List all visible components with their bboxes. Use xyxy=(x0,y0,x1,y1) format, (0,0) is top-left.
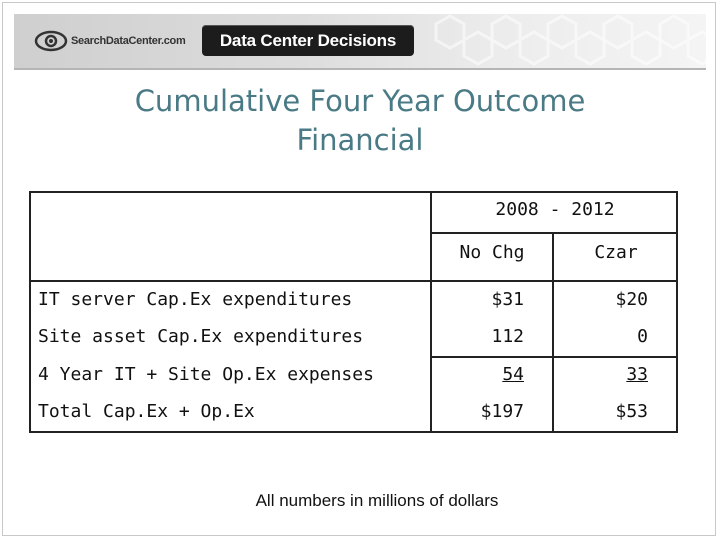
footnote: All numbers in millions of dollars xyxy=(255,491,499,510)
period-header: 2008 - 2012 xyxy=(495,199,615,220)
cell-czar-total: $53 xyxy=(615,401,648,422)
column-header-czar: Czar xyxy=(594,242,638,263)
table-border xyxy=(29,191,678,433)
cell-czar-opex: 33 xyxy=(626,364,648,385)
cell-no-chg-opex: 54 xyxy=(502,364,524,385)
header-banner: SearchDataCenter.com Data Center Decisio… xyxy=(14,14,706,70)
column-header-no-chg: No Chg xyxy=(459,242,525,263)
slide-title: Cumulative Four Year Outcome Financial xyxy=(60,82,660,160)
cell-no-chg-total: $197 xyxy=(480,401,524,422)
cell-czar-site-asset-capex: 0 xyxy=(637,326,648,347)
table-divider-label xyxy=(430,191,432,433)
brand-badge: Data Center Decisions xyxy=(202,25,414,56)
site-logo-text: SearchDataCenter.com xyxy=(71,35,186,47)
row-label-opex: 4 Year IT + Site Op.Ex expenses xyxy=(38,364,374,385)
site-logo: SearchDataCenter.com xyxy=(34,30,186,52)
cell-no-chg-it-server-capex: $31 xyxy=(491,289,524,310)
table-divider-columns xyxy=(552,233,554,433)
honeycomb-pattern xyxy=(434,14,706,66)
row-label-site-asset-capex: Site asset Cap.Ex expenditures xyxy=(38,326,364,347)
row-label-it-server-capex: IT server Cap.Ex expenditures xyxy=(38,289,353,310)
row-label-total: Total Cap.Ex + Op.Ex xyxy=(38,401,255,422)
table-divider-header xyxy=(430,232,678,234)
table-divider-body xyxy=(29,280,678,282)
cell-no-chg-site-asset-capex: 112 xyxy=(491,326,524,347)
table-divider-row xyxy=(430,356,678,358)
title-line-1: Cumulative Four Year Outcome xyxy=(134,84,586,118)
title-line-2: Financial xyxy=(296,123,424,157)
cell-czar-it-server-capex: $20 xyxy=(615,289,648,310)
eye-icon xyxy=(34,30,68,52)
